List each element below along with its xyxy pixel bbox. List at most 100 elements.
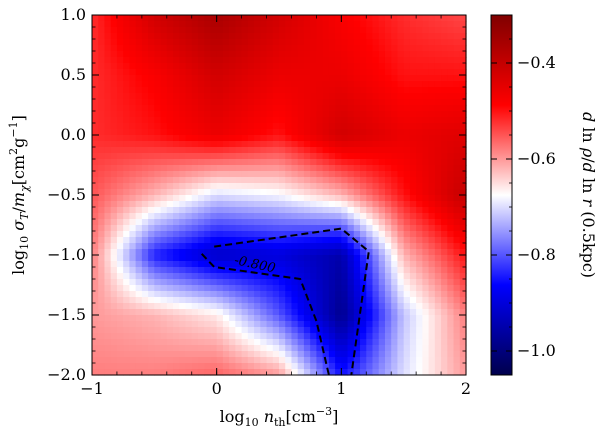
heatmap-cell (260, 207, 268, 214)
heatmap-cell (428, 141, 436, 148)
heatmap-cell (279, 183, 286, 190)
heatmap-cell (104, 357, 112, 364)
heatmap-cell (254, 189, 261, 196)
heatmap-cell (447, 237, 455, 244)
heatmap-cell (241, 129, 249, 136)
heatmap-cell (135, 195, 143, 202)
heatmap-cell (353, 69, 361, 76)
heatmap-cell (335, 321, 342, 328)
heatmap-cell (129, 243, 137, 250)
heatmap-cell (141, 231, 149, 238)
heatmap-cell (254, 297, 261, 304)
heatmap-cell (204, 15, 212, 22)
heatmap-cell (372, 279, 380, 286)
heatmap-cell (279, 159, 286, 166)
heatmap-cell (316, 159, 324, 166)
heatmap-cell (378, 51, 386, 58)
heatmap-cell (141, 183, 149, 190)
heatmap-cell (291, 351, 299, 358)
heatmap-cell (92, 147, 99, 154)
heatmap-cell (397, 153, 405, 160)
heatmap-cell (222, 51, 230, 58)
heatmap-cell (210, 357, 218, 364)
heatmap-cell (92, 135, 99, 142)
heatmap-cell (459, 303, 467, 310)
heatmap-cell (322, 81, 330, 88)
heatmap-cell (360, 99, 367, 106)
heatmap-cell (316, 99, 324, 106)
heatmap-cell (279, 363, 286, 370)
heatmap-cell (154, 123, 162, 130)
heatmap-cell (98, 27, 106, 34)
heatmap-cell (434, 171, 442, 178)
heatmap-cell (166, 225, 174, 232)
heatmap-cell (459, 45, 467, 52)
heatmap-cell (92, 33, 99, 40)
heatmap-cell (191, 159, 199, 166)
heatmap-cell (98, 135, 106, 142)
heatmap-cell (229, 87, 236, 94)
heatmap-cell (123, 141, 130, 148)
heatmap-cell (185, 267, 193, 274)
heatmap-cell (110, 153, 118, 160)
heatmap-cell (135, 363, 143, 370)
heatmap-cell (459, 141, 467, 148)
heatmap-cell (229, 243, 236, 250)
heatmap-cell (372, 237, 380, 244)
heatmap-cell (335, 141, 342, 148)
heatmap-cell (135, 183, 143, 190)
heatmap-cell (422, 51, 430, 58)
heatmap-cell (328, 111, 336, 118)
heatmap-cell (422, 279, 430, 286)
heatmap-cell (335, 243, 342, 250)
heatmap-cell (148, 369, 155, 376)
heatmap-cell (391, 369, 399, 376)
heatmap-cell (422, 315, 430, 322)
heatmap-cell (216, 309, 224, 316)
heatmap-cell (98, 93, 106, 100)
heatmap-cell (247, 207, 255, 214)
heatmap-cell (384, 135, 392, 142)
heatmap-cell (222, 321, 230, 328)
heatmap-cell (98, 81, 106, 88)
heatmap-cell (222, 129, 230, 136)
heatmap-cell (422, 117, 430, 124)
heatmap-cell (197, 297, 205, 304)
heatmap-cell (428, 303, 436, 310)
heatmap-cell (434, 357, 442, 364)
heatmap-cell (372, 117, 380, 124)
heatmap-cell (441, 225, 448, 232)
heatmap-cell (291, 15, 299, 22)
heatmap-cell (92, 261, 99, 268)
heatmap-cell (459, 309, 467, 316)
heatmap-cell (148, 63, 155, 70)
heatmap-cell (453, 129, 461, 136)
heatmap-cell (391, 21, 399, 28)
heatmap-cell (428, 153, 436, 160)
heatmap-cell (391, 237, 399, 244)
heatmap-cell (378, 81, 386, 88)
heatmap-cell (316, 351, 324, 358)
heatmap-cell (185, 159, 193, 166)
heatmap-cell (453, 327, 461, 334)
heatmap-cell (391, 153, 399, 160)
heatmap-cell (98, 195, 106, 202)
heatmap-cell (322, 213, 330, 220)
heatmap-cell (297, 171, 305, 178)
heatmap-cell (384, 117, 392, 124)
heatmap-cell (179, 39, 187, 46)
heatmap-cell (222, 123, 230, 130)
heatmap-cell (447, 129, 455, 136)
heatmap-cell (129, 111, 137, 118)
heatmap-cell (154, 177, 162, 184)
heatmap-cell (335, 345, 342, 352)
heatmap-cell (372, 15, 380, 22)
heatmap-cell (316, 117, 324, 124)
heatmap-cell (254, 249, 261, 256)
heatmap-cell (347, 237, 355, 244)
heatmap-cell (160, 87, 168, 94)
heatmap-cell (303, 219, 311, 226)
heatmap-cell (141, 315, 149, 322)
heatmap-cell (441, 15, 448, 22)
heatmap-cell (428, 309, 436, 316)
